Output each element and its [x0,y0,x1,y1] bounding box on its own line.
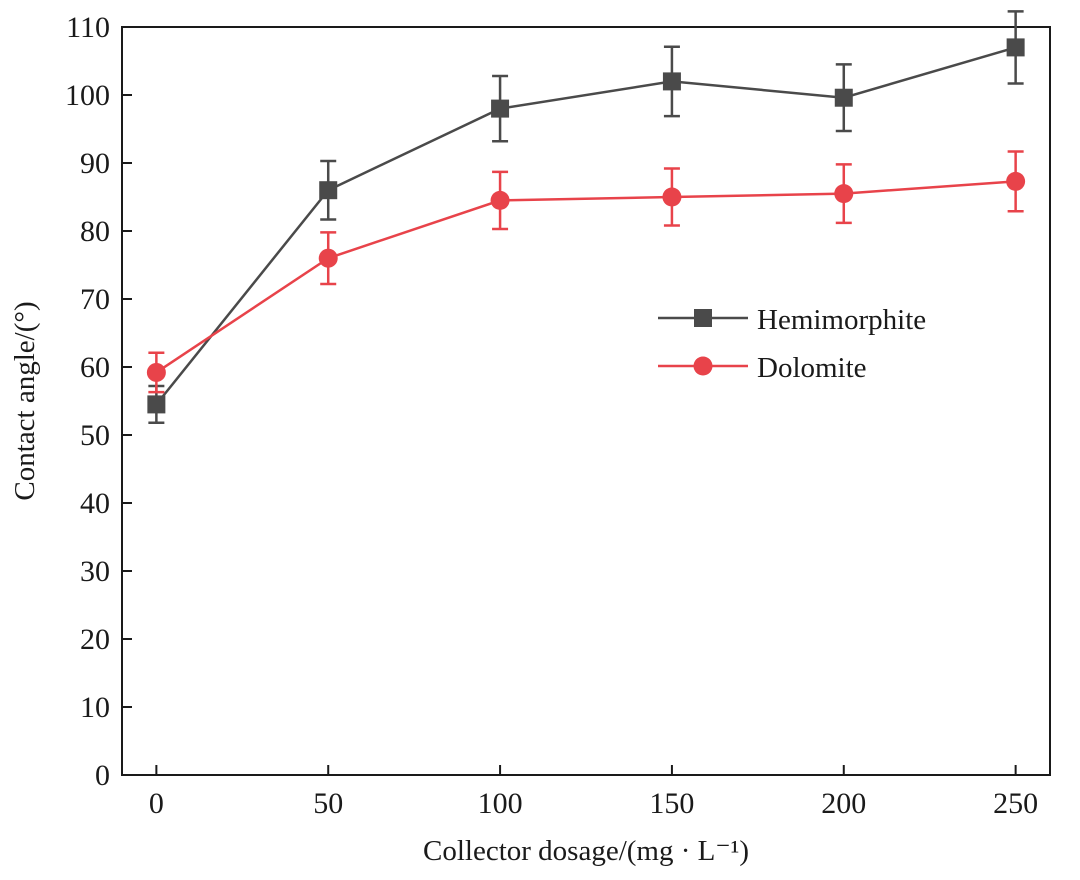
y-axis: 0 10 20 30 40 50 60 70 80 90 100 110 [65,11,132,792]
series-line-dolomite [155,180,1016,374]
x-axis: 0 50 100 150 200 250 [149,765,1038,820]
y-tick-label: 70 [80,283,110,316]
series-line-hemimorphite [155,46,1016,406]
x-axis-title: Collector dosage/(mg · L⁻¹) [423,835,749,867]
data-point-hemimorphite [834,88,853,107]
y-tick-label: 30 [80,555,110,588]
data-point-dolomite [146,362,166,382]
y-tick-label: 40 [80,487,110,520]
y-tick-label: 90 [80,147,110,180]
x-tick-label: 200 [821,787,866,820]
y-tick-label: 110 [66,11,110,44]
legend: Hemimorphite Dolomite [658,304,926,384]
legend-marker-hemimorphite [694,309,712,327]
data-point-hemimorphite [319,181,338,200]
data-point-hemimorphite [662,72,681,91]
y-tick-label: 80 [80,215,110,248]
data-point-dolomite [662,187,682,207]
y-tick-label: 10 [80,691,110,724]
series-dolomite [146,150,1026,394]
x-tick-label: 0 [149,787,164,820]
x-tick-label: 100 [478,787,523,820]
data-point-dolomite [834,184,854,204]
y-tick-label: 20 [80,623,110,656]
y-tick-label: 60 [80,351,110,384]
legend-marker-dolomite [693,356,713,376]
y-tick-label: 0 [95,759,110,792]
y-tick-label: 100 [65,79,110,112]
data-point-hemimorphite [147,395,166,414]
y-axis-title: Contact angle/(°) [9,301,41,500]
plot-frame [121,26,1051,776]
data-point-dolomite [1006,171,1026,191]
y-tick-label: 50 [80,419,110,452]
series-hemimorphite [147,10,1025,425]
legend-label-dolomite: Dolomite [757,352,867,384]
data-point-hemimorphite [491,99,510,118]
data-point-hemimorphite [1006,38,1025,57]
x-tick-label: 250 [993,787,1038,820]
x-tick-label: 50 [313,787,343,820]
legend-label-hemimorphite: Hemimorphite [757,304,926,336]
x-tick-label: 150 [649,787,694,820]
series-layer [146,10,1026,425]
data-point-dolomite [490,190,510,210]
data-point-dolomite [318,248,338,268]
